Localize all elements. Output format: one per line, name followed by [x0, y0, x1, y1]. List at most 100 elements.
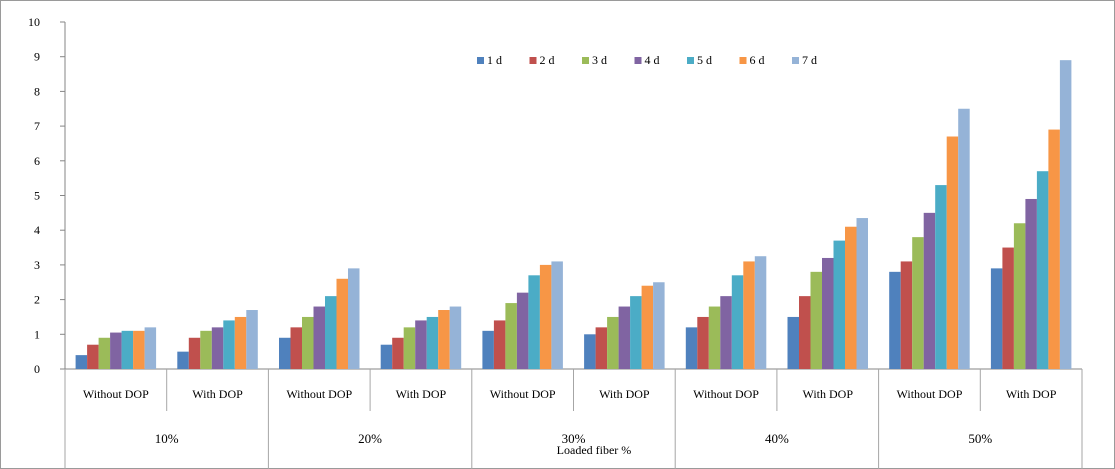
- bar-6d-cat-3: [438, 310, 450, 369]
- legend-swatch: [634, 57, 642, 64]
- legend-label: 4 d: [645, 53, 660, 67]
- bar-3d-cat-6: [708, 306, 721, 369]
- bar-7d-cat-5: [653, 282, 665, 369]
- x-group-label: 50%: [968, 431, 992, 446]
- bar-5d-cat-5: [630, 296, 642, 369]
- bar-6d-cat-2: [336, 278, 348, 369]
- legend-label: 2 d: [540, 53, 555, 67]
- y-tick-label: 3: [34, 258, 40, 272]
- bar-2d-cat-3: [392, 337, 404, 369]
- y-tick-label: 5: [34, 189, 40, 203]
- bar-4d-cat-3: [415, 320, 427, 369]
- legend: 1 d 2 d 3 d 4 d 5 d 6 d 7 d: [477, 53, 817, 67]
- x-category-label: With DOP: [802, 387, 853, 401]
- bar-7d-cat-2: [348, 268, 360, 369]
- bar-3d-cat-7: [810, 271, 822, 369]
- bar-4d-cat-2: [313, 306, 325, 369]
- bar-6d-cat-7: [845, 226, 857, 369]
- legend-swatch: [687, 57, 694, 64]
- bar-3d-cat-5: [607, 316, 619, 369]
- bar-4d-cat-8: [923, 212, 936, 369]
- bar-1d-cat-0: [75, 355, 88, 369]
- bar-5d-cat-9: [1036, 171, 1049, 369]
- bar-3d-cat-4: [505, 303, 517, 369]
- y-axis-ticks: 0 1 2 3 4 5 6 7 8 9 10: [28, 15, 65, 376]
- bar-2d-cat-1: [188, 337, 201, 369]
- bar-4d-cat-7: [822, 257, 834, 369]
- bar-5d-cat-3: [426, 316, 439, 369]
- bar-3d-cat-0: [98, 337, 111, 369]
- x-category-label: With DOP: [1006, 387, 1057, 401]
- bar-1d-cat-8: [889, 271, 901, 369]
- y-tick-label: 10: [28, 15, 40, 29]
- bar-2d-cat-9: [1002, 247, 1014, 369]
- legend-label: 3 d: [592, 53, 607, 67]
- bar-6d-cat-5: [641, 285, 654, 369]
- bar-7d-cat-7: [856, 218, 868, 369]
- legend-swatch: [529, 57, 537, 64]
- y-tick-label: 1: [34, 327, 40, 341]
- bar-2d-cat-5: [595, 327, 608, 369]
- x-category-label: With DOP: [192, 387, 243, 401]
- bar-5d-cat-6: [731, 275, 744, 369]
- bar-5d-cat-7: [833, 240, 845, 369]
- y-tick-label: 0: [34, 362, 40, 376]
- bar-5d-cat-4: [528, 275, 540, 369]
- x-category-label: With DOP: [599, 387, 650, 401]
- x-group-label: 40%: [765, 431, 789, 446]
- bar-4d-cat-1: [211, 327, 224, 369]
- bar-4d-cat-6: [720, 296, 732, 369]
- x-category-label: Without DOP: [897, 387, 963, 401]
- bar-6d-cat-0: [133, 330, 145, 369]
- bar-1d-cat-3: [380, 344, 393, 369]
- x-category-label: Without DOP: [83, 387, 149, 401]
- bar-7d-cat-0: [144, 327, 157, 369]
- bar-7d-cat-9: [1059, 60, 1072, 370]
- bar-2d-cat-8: [900, 261, 913, 369]
- x-group-label: 10%: [155, 431, 179, 446]
- y-tick-label: 7: [34, 119, 40, 133]
- legend-swatch: [792, 57, 799, 64]
- legend-label: 5 d: [697, 53, 712, 67]
- bar-4d-cat-0: [110, 332, 122, 369]
- x-category-label: Without DOP: [693, 387, 759, 401]
- bar-6d-cat-6: [743, 261, 755, 369]
- bar-1d-cat-4: [482, 330, 494, 369]
- bar-1d-cat-9: [990, 268, 1003, 369]
- bar-3d-cat-3: [403, 327, 416, 369]
- y-tick-label: 9: [34, 50, 40, 64]
- bar-6d-cat-1: [234, 316, 247, 369]
- legend-label: 7 d: [802, 53, 817, 67]
- bar-6d-cat-4: [539, 264, 552, 369]
- legend-swatch: [477, 57, 484, 64]
- legend-swatch: [582, 57, 589, 64]
- x-category-label: With DOP: [396, 387, 447, 401]
- bar-7d-cat-1: [246, 310, 258, 369]
- bar-2d-cat-4: [493, 320, 506, 369]
- bar-2d-cat-2: [290, 327, 302, 369]
- bar-2d-cat-7: [799, 296, 811, 369]
- bar-1d-cat-6: [685, 327, 698, 369]
- bar-3d-cat-2: [302, 316, 314, 369]
- legend-swatch: [739, 57, 747, 64]
- x-category-label: Without DOP: [286, 387, 352, 401]
- legend-label: 6 d: [750, 53, 765, 67]
- y-tick-label: 4: [34, 223, 40, 237]
- bar-1d-cat-2: [279, 337, 291, 369]
- bar-1d-cat-1: [177, 351, 189, 369]
- bar-1d-cat-7: [787, 316, 799, 369]
- bar-7d-cat-8: [958, 108, 970, 369]
- bar-7d-cat-3: [449, 306, 462, 369]
- y-tick-label: 2: [34, 293, 40, 307]
- bar-5d-cat-0: [121, 330, 134, 369]
- bar-5d-cat-8: [935, 185, 947, 369]
- bar-2d-cat-6: [697, 316, 709, 369]
- bar-4d-cat-4: [516, 292, 529, 369]
- bar-7d-cat-4: [551, 261, 563, 369]
- bar-2d-cat-0: [87, 344, 99, 369]
- bar-3d-cat-9: [1013, 223, 1026, 369]
- y-tick-label: 6: [34, 154, 40, 168]
- x-group-label: 30%: [562, 431, 586, 446]
